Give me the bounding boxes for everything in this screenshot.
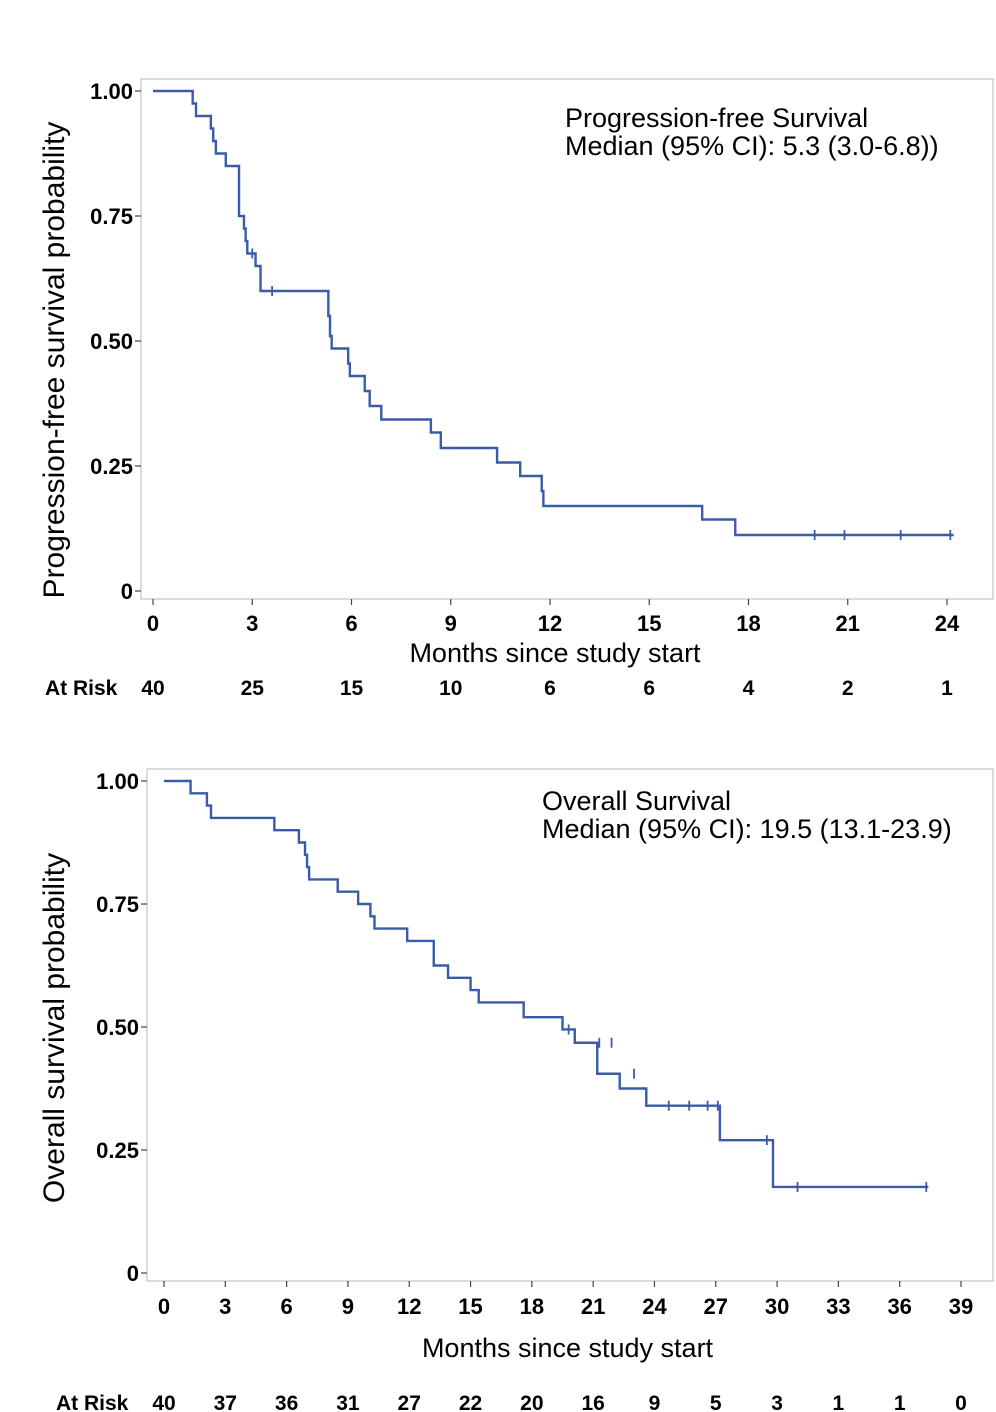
y-tick-label: 0.75 — [90, 204, 133, 229]
chart-title: Progression-free Survival — [565, 103, 868, 133]
median-annotation: Median (95% CI): 5.3 (3.0-6.8)) — [565, 131, 939, 161]
x-tick-label: 6 — [345, 611, 357, 636]
x-tick-label: 33 — [826, 1294, 850, 1319]
y-tick-label: 0 — [121, 579, 133, 604]
at-risk-count: 40 — [152, 1392, 175, 1412]
at-risk-count: 1 — [894, 1392, 906, 1412]
survival-curve-os — [164, 779, 929, 1189]
at-risk-count: 1 — [941, 677, 953, 700]
median-annotation: Median (95% CI): 19.5 (13.1-23.9) — [542, 814, 952, 844]
at-risk-count: 0 — [955, 1392, 967, 1412]
x-tick-label: 12 — [397, 1294, 421, 1319]
km-panel-2: 00.250.500.751.000 3 6 9 12 15 18 21 24 27 30 33 36 3… — [38, 768, 994, 1412]
x-tick-label: 0 — [147, 611, 159, 636]
x-tick-label: 15 — [637, 611, 661, 636]
chart-title: Overall Survival — [542, 786, 731, 816]
at-risk-count: 2 — [842, 677, 854, 700]
x-tick-label: 36 — [887, 1294, 911, 1319]
x-axis-label: Months since study start — [409, 638, 701, 668]
y-tick-label: 0.50 — [96, 1015, 139, 1040]
x-tick-label: 3 — [219, 1294, 231, 1319]
y-tick-label: 0.25 — [90, 454, 133, 479]
at-risk-count: 36 — [275, 1392, 298, 1412]
x-tick-label: 39 — [949, 1294, 973, 1319]
x-tick-label: 21 — [581, 1294, 605, 1319]
y-tick-label: 0.25 — [96, 1138, 139, 1163]
at-risk-count: 10 — [439, 677, 462, 700]
x-tick-label: 15 — [458, 1294, 482, 1319]
x-tick-label: 9 — [445, 611, 457, 636]
y-tick-label: 0 — [127, 1261, 139, 1286]
at-risk-count: 15 — [340, 677, 364, 700]
y-tick-label: 0.75 — [96, 892, 139, 917]
x-tick-label: 0 — [158, 1294, 170, 1319]
x-tick-label: 24 — [642, 1294, 667, 1319]
x-tick-label: 18 — [520, 1294, 544, 1319]
at-risk-count: 6 — [643, 677, 655, 700]
x-tick-label: 24 — [935, 611, 960, 636]
x-tick-label: 3 — [246, 611, 258, 636]
at-risk-count: 3 — [771, 1392, 783, 1412]
x-tick-label: 30 — [765, 1294, 789, 1319]
at-risk-count: 5 — [710, 1392, 722, 1412]
at-risk-count: 4 — [743, 677, 755, 700]
at-risk-count: 27 — [398, 1392, 421, 1412]
at-risk-label: At Risk — [56, 1392, 129, 1412]
x-tick-label: 12 — [538, 611, 562, 636]
at-risk-count: 25 — [241, 677, 265, 700]
x-tick-label: 18 — [736, 611, 760, 636]
y-axis-label: Overall survival probability — [38, 853, 71, 1203]
at-risk-count: 31 — [336, 1392, 360, 1412]
at-risk-count: 22 — [459, 1392, 482, 1412]
y-tick-label: 0.50 — [90, 329, 133, 354]
at-risk-count: 20 — [520, 1392, 543, 1412]
at-risk-count: 6 — [544, 677, 556, 700]
y-tick-label: 1.00 — [96, 769, 139, 794]
survival-curve-pfs — [153, 89, 954, 537]
y-tick-label: 1.00 — [90, 79, 133, 104]
x-tick-label: 27 — [704, 1294, 728, 1319]
at-risk-count: 9 — [649, 1392, 661, 1412]
x-axis-label: Months since study start — [422, 1333, 714, 1363]
plot-frame — [140, 78, 994, 600]
at-risk-count: 16 — [581, 1392, 604, 1412]
x-tick-label: 6 — [280, 1294, 292, 1319]
y-axis-label: Progression-free survival probability — [38, 122, 71, 599]
at-risk-label: At Risk — [45, 677, 118, 700]
x-tick-label: 21 — [836, 611, 860, 636]
plot-frame — [146, 768, 994, 1282]
at-risk-count: 40 — [141, 677, 164, 700]
at-risk-count: 1 — [833, 1392, 845, 1412]
x-tick-label: 9 — [342, 1294, 354, 1319]
at-risk-count: 37 — [214, 1392, 237, 1412]
